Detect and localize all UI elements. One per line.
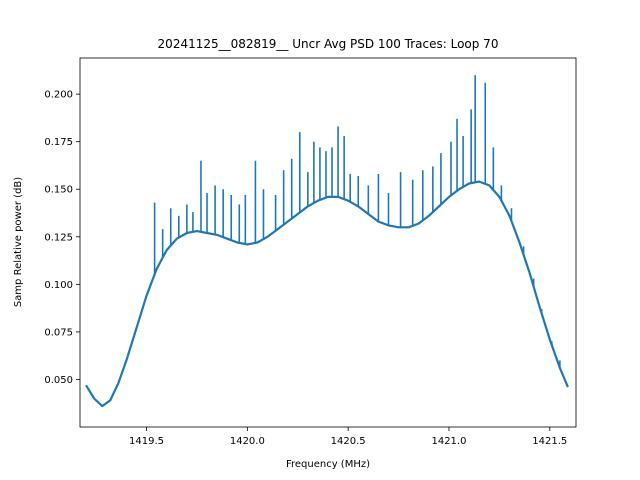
- x-tick-label: 1420.0: [230, 436, 265, 447]
- y-tick-label: 0.050: [44, 375, 73, 386]
- x-axis-ticks: 1419.5 1420.0 1420.5 1421.0 1421.5: [129, 427, 567, 447]
- x-tick-label: 1421.0: [431, 436, 466, 447]
- y-tick-label: 0.150: [44, 185, 73, 196]
- x-axis-label: Frequency (MHz): [286, 459, 370, 470]
- x-tick-label: 1420.5: [331, 436, 366, 447]
- plot-area: [79, 57, 577, 428]
- y-axis-ticks: 0.050 0.075 0.100 0.125 0.150 0.175 0.200: [44, 90, 80, 386]
- chart-title: 20241125__082819__ Uncr Avg PSD 100 Trac…: [158, 37, 499, 51]
- y-tick-label: 0.125: [44, 232, 73, 243]
- y-axis-label: Samp Relative power (dB): [13, 177, 24, 307]
- y-tick-label: 0.175: [44, 137, 73, 148]
- y-tick-label: 0.075: [44, 327, 73, 338]
- y-tick-label: 0.100: [44, 280, 73, 291]
- x-tick-label: 1419.5: [129, 436, 164, 447]
- spike-layer: [153, 75, 561, 369]
- y-tick-label: 0.200: [44, 90, 73, 101]
- series-layer: [85, 180, 569, 408]
- x-tick-label: 1421.5: [532, 436, 567, 447]
- axes-frame: [79, 57, 577, 428]
- series-line-0: [85, 180, 569, 408]
